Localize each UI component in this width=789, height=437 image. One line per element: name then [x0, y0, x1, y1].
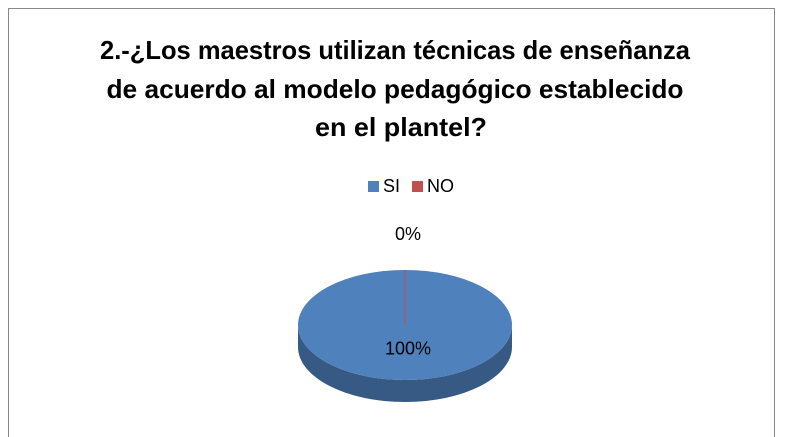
slice-side [298, 325, 512, 402]
data-label: 100% [385, 339, 431, 359]
legend-swatch [412, 181, 424, 192]
chart-title: en el plantel? [315, 112, 487, 142]
chart-title: 2.-¿Los maestros utilizan técnicas de en… [100, 35, 691, 65]
legend-label: NO [427, 176, 454, 196]
data-label: 0% [395, 224, 421, 244]
chart-title: de acuerdo al modelo pedagógico establec… [107, 74, 684, 104]
legend-label: SI [383, 176, 400, 196]
legend-swatch [368, 181, 379, 192]
